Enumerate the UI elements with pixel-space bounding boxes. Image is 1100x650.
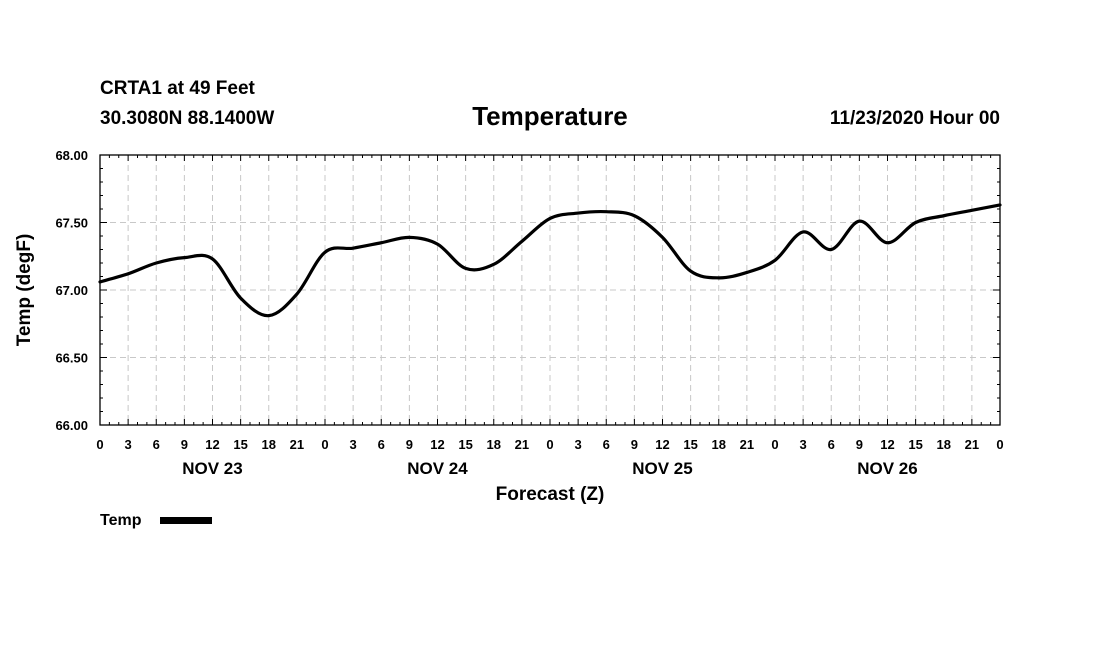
y-tick-label: 66.50: [55, 351, 88, 366]
x-tick-label: 6: [153, 437, 160, 452]
day-label: NOV 26: [857, 459, 917, 478]
x-tick-label: 21: [290, 437, 304, 452]
x-tick-label: 18: [487, 437, 501, 452]
day-label: NOV 24: [407, 459, 468, 478]
x-tick-label: 9: [856, 437, 863, 452]
x-tick-label: 12: [430, 437, 444, 452]
x-tick-label: 12: [655, 437, 669, 452]
day-label: NOV 25: [632, 459, 692, 478]
x-tick-label: 9: [406, 437, 413, 452]
x-tick-label: 18: [712, 437, 726, 452]
x-tick-label: 15: [908, 437, 922, 452]
x-tick-label: 0: [96, 437, 103, 452]
x-tick-label: 21: [515, 437, 529, 452]
x-tick-label: 3: [350, 437, 357, 452]
y-tick-label: 67.00: [55, 283, 88, 298]
grid: [100, 155, 1000, 425]
x-tick-label: 15: [233, 437, 247, 452]
station-label: CRTA1 at 49 Feet: [100, 78, 256, 99]
x-tick-label: 6: [828, 437, 835, 452]
x-tick-label: 0: [321, 437, 328, 452]
x-tick-label: 18: [937, 437, 951, 452]
y-tick-label: 68.00: [55, 148, 88, 163]
x-tick-label: 18: [262, 437, 276, 452]
x-tick-label: 3: [800, 437, 807, 452]
chart-title: Temperature: [472, 101, 628, 131]
axis-ticks: 0 3 6 9 12 15 18 21 0 3 6 9 12 15 18 21 0 3 6 9 12 15 18 21 0 3 6 9…: [55, 148, 1003, 478]
legend-label: Temp: [100, 512, 142, 529]
day-label: NOV 23: [182, 459, 242, 478]
coords-label: 30.3080N 88.1400W: [100, 108, 274, 129]
x-axis-label: Forecast (Z): [496, 484, 605, 505]
x-tick-label: 3: [575, 437, 582, 452]
x-tick-label: 3: [125, 437, 132, 452]
legend: Temp: [100, 512, 212, 529]
y-axis-label: Temp (degF): [14, 234, 35, 347]
x-tick-label: 0: [546, 437, 553, 452]
legend-swatch: [160, 517, 212, 524]
x-tick-label: 15: [458, 437, 472, 452]
x-tick-label: 12: [205, 437, 219, 452]
x-tick-label: 6: [378, 437, 385, 452]
x-tick-label: 15: [683, 437, 697, 452]
x-tick-label: 12: [880, 437, 894, 452]
series-line-temp: [98, 203, 1002, 318]
x-tick-label: 9: [631, 437, 638, 452]
x-tick-label: 0: [771, 437, 778, 452]
x-tick-label: 9: [181, 437, 188, 452]
x-tick-label: 0: [996, 437, 1003, 452]
x-tick-label: 21: [965, 437, 979, 452]
y-tick-label: 66.00: [55, 418, 88, 433]
x-tick-label: 6: [603, 437, 610, 452]
y-tick-label: 67.50: [55, 216, 88, 231]
series-layer: [98, 203, 1002, 318]
x-tick-label: 21: [740, 437, 754, 452]
datetime-label: 11/23/2020 Hour 00: [830, 108, 1000, 129]
